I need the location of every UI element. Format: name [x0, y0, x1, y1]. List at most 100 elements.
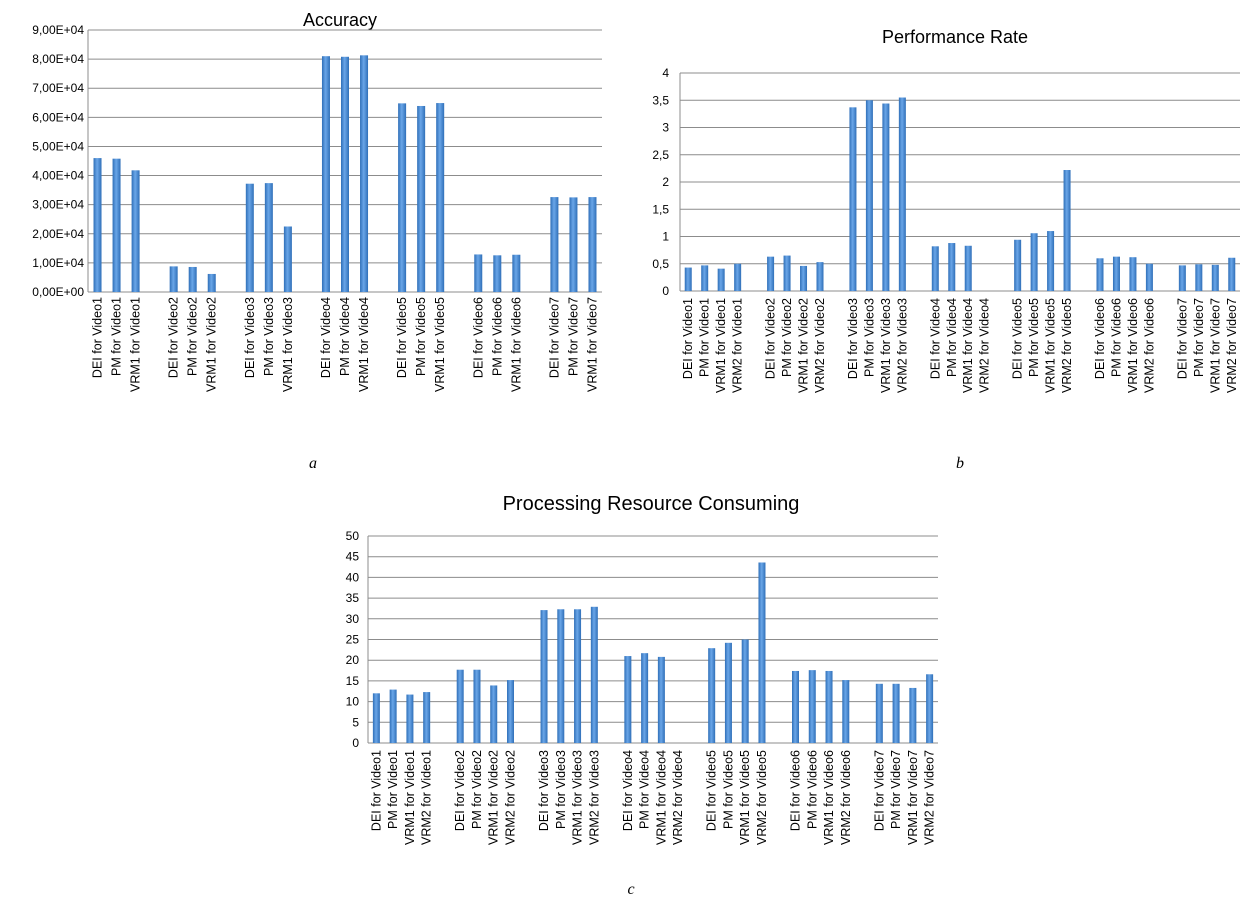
x-category-label: PM for Video1 — [110, 297, 124, 376]
y-tick-label: 1,00E+04 — [32, 256, 84, 270]
bar — [188, 266, 197, 292]
bar — [417, 105, 426, 292]
x-category-label: VRM1 for Video2 — [797, 298, 811, 393]
bar — [717, 268, 725, 291]
chart-title: Performance Rate — [882, 27, 1028, 47]
bar — [389, 689, 397, 743]
x-category-label: PM for Video5 — [1027, 298, 1041, 377]
bar — [792, 670, 799, 743]
x-category-label: VRM1 for Video3 — [879, 298, 893, 393]
bar — [1145, 263, 1153, 291]
x-category-label: VRM2 for Video5 — [755, 750, 769, 845]
x-category-label: DEI for Video2 — [167, 297, 181, 378]
bar — [473, 669, 481, 743]
processing-resource-chart: Processing Resource Consuming 0 5 10 15 20 25… — [346, 493, 938, 898]
y-tick-label: 0 — [662, 284, 669, 298]
bar — [423, 692, 431, 743]
bar — [931, 246, 939, 291]
bar — [321, 56, 330, 293]
x-category-label: VRM2 for Video7 — [1225, 298, 1239, 393]
y-tick-label: 4,00E+04 — [32, 169, 84, 183]
x-category-label: VRM1 for Video7 — [585, 297, 599, 392]
y-tick-label: 3,00E+04 — [32, 198, 84, 212]
x-category-label: DEI for Video1 — [91, 297, 105, 378]
bar — [1178, 265, 1186, 291]
x-category-label: VRM2 for Video1 — [420, 750, 434, 845]
bar — [882, 103, 890, 292]
bar — [783, 255, 791, 291]
x-category-label: DEI for Video5 — [1011, 298, 1025, 379]
y-tick-label: 3,5 — [652, 93, 669, 107]
x-category-label: VRM1 for Video4 — [961, 298, 975, 393]
bar — [264, 183, 273, 292]
x-category-label: VRM1 for Video6 — [822, 750, 836, 845]
y-tick-label: 4 — [662, 66, 669, 80]
x-category-label: VRM1 for Video2 — [205, 297, 219, 392]
bar — [590, 606, 598, 743]
panel-label: c — [627, 881, 634, 898]
x-category-label: VRM1 for Video5 — [433, 297, 447, 392]
x-category-label: DEI for Video6 — [1093, 298, 1107, 379]
bar — [708, 648, 716, 743]
bar — [624, 656, 632, 743]
x-category-label: DEI for Video4 — [621, 750, 635, 831]
bar — [767, 256, 775, 291]
bar — [93, 158, 102, 292]
x-category-label: VRM1 for Video6 — [509, 297, 523, 392]
x-category-label: DEI for Video6 — [789, 750, 803, 831]
x-category-label: DEI for Video3 — [846, 298, 860, 379]
y-tick-label: 10 — [346, 695, 360, 709]
y-tick-label: 45 — [346, 550, 360, 564]
x-category-label: PM for Video4 — [638, 750, 652, 829]
bar — [1228, 257, 1236, 291]
x-category-label: VRM2 for Video3 — [587, 750, 601, 845]
y-tick-label: 3 — [662, 121, 669, 135]
bar — [360, 55, 369, 293]
bar — [398, 103, 407, 292]
x-category-label: VRM2 for Video4 — [671, 750, 685, 845]
bar — [372, 693, 380, 743]
y-tick-label: 1 — [662, 230, 669, 244]
bar — [456, 669, 464, 743]
x-category-label: VRM1 for Video3 — [281, 297, 295, 392]
x-category-label: DEI for Video6 — [471, 297, 485, 378]
x-category-label: VRM1 for Video5 — [1044, 298, 1058, 393]
x-category-label: VRM2 for Video4 — [978, 298, 992, 393]
y-tick-label: 2 — [662, 175, 669, 189]
x-category-label: PM for Video4 — [945, 298, 959, 377]
bar — [734, 263, 742, 291]
x-category-label: VRM1 for Video4 — [357, 297, 371, 392]
y-tick-label: 2,5 — [652, 148, 669, 162]
x-category-label: PM for Video1 — [698, 298, 712, 377]
y-tick-label: 6,00E+04 — [32, 110, 84, 124]
x-category-label: PM for Video7 — [1192, 298, 1206, 377]
chart-title: Accuracy — [303, 10, 377, 30]
bar — [800, 265, 808, 291]
x-category-label: PM for Video5 — [414, 297, 428, 376]
y-tick-label: 15 — [346, 674, 360, 688]
x-category-label: PM for Video2 — [780, 298, 794, 377]
bar — [842, 680, 850, 743]
y-tick-label: 0 — [352, 736, 359, 750]
x-category-label: PM for Video6 — [805, 750, 819, 829]
bar — [406, 694, 414, 743]
bar — [657, 656, 665, 743]
x-category-label: VRM2 for Video6 — [1142, 298, 1156, 393]
y-tick-label: 1,5 — [652, 202, 669, 216]
y-tick-label: 7,00E+04 — [32, 81, 84, 95]
x-category-label: VRM2 for Video1 — [731, 298, 745, 393]
bar — [948, 243, 956, 291]
x-category-label: VRM1 for Video7 — [1208, 298, 1222, 393]
bar — [557, 609, 565, 743]
x-category-label: DEI for Video3 — [243, 297, 257, 378]
y-tick-label: 0,5 — [652, 257, 669, 271]
x-category-label: PM for Video7 — [566, 297, 580, 376]
bar — [865, 100, 873, 291]
bar — [926, 674, 934, 743]
bar — [808, 670, 816, 743]
x-category-label: VRM1 for Video1 — [403, 750, 417, 845]
bar — [283, 226, 292, 292]
bar — [1195, 264, 1203, 291]
x-category-label: VRM2 for Video7 — [923, 750, 937, 845]
